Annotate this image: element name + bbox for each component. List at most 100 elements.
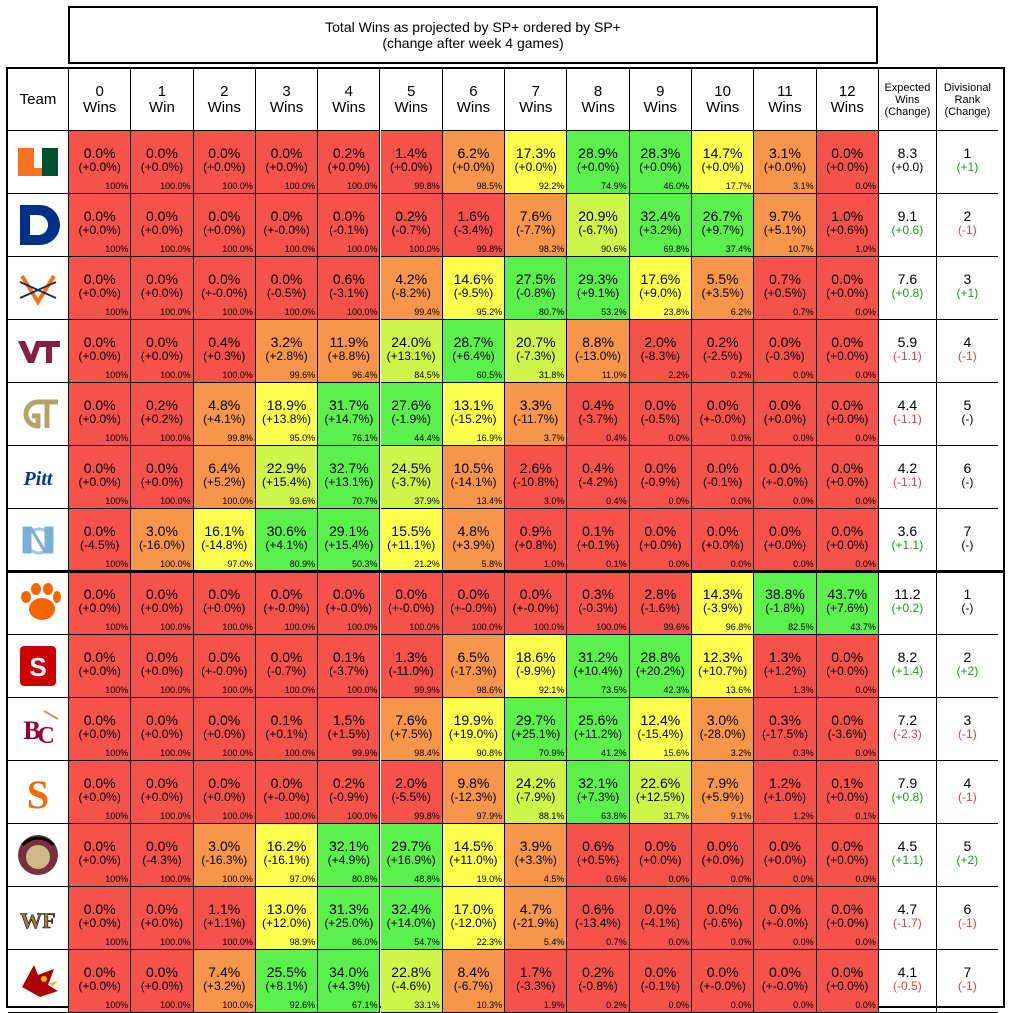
win-probability-change: (+5.9%) (701, 790, 744, 804)
cumulative-probability: 4.5% (543, 874, 565, 884)
win-prob-cell: 0.0% (-4.1%) 0.0% (629, 887, 692, 950)
win-prob-cell: 43.7% (+7.6%) 43.7% (816, 572, 879, 635)
win-probability: 0.0% (83, 586, 116, 602)
cumulative-probability: 5.4% (543, 937, 565, 947)
win-probability: 17.6% (640, 271, 681, 287)
win-prob-cell: 0.0% (+0.0%) 0.0% (816, 887, 879, 950)
win-probability-change: (-13.4%) (575, 916, 622, 930)
cumulative-probability: 69.8% (663, 244, 689, 254)
win-probability-change: (-0.5%) (266, 286, 307, 300)
win-prob-cell: 29.7% (+16.9%) 48.8% (380, 824, 443, 887)
win-prob-cell: 1.6% (-3.4%) 99.8% (442, 194, 506, 257)
win-probability: 0.0% (706, 964, 739, 980)
cumulative-probability: 0.2% (730, 370, 752, 380)
win-prob-cell: 12.4% (-15.4%) 15.6% (629, 698, 692, 761)
win-probability-change: (-14.1%) (450, 475, 497, 489)
expected-wins-change: (+0.6) (891, 223, 924, 237)
wf-logo: WF (20, 908, 56, 934)
win-prob-cell: 0.9% (+0.8%) 1.0% (505, 509, 568, 572)
win-prob-cell: 24.5% (-3.7%) 37.9% (380, 446, 443, 509)
cumulative-probability: 100.0% (284, 748, 316, 758)
win-probability-change: (-6.7%) (453, 979, 494, 993)
win-prob-cell: 1.7% (-3.3%) 1.9% (505, 950, 568, 1013)
win-probability-change: (+0.0%) (140, 790, 184, 804)
win-probability: 0.1% (831, 775, 864, 791)
win-probability-change: (+-0.0%) (761, 916, 809, 930)
win-prob-cell: 0.0% (+0.0%) 0.0% (816, 509, 879, 572)
cumulative-probability: 100.0% (222, 937, 253, 947)
cumulative-probability: 22.3% (476, 937, 503, 947)
win-probability: 8.4% (457, 964, 490, 980)
expected-wins-cell: 9.1 (+0.6) (878, 194, 937, 257)
win-prob-cell: 0.0% (+0.0%) 100% (69, 446, 132, 509)
cumulative-probability: 0.0% (730, 1000, 752, 1010)
divisional-rank-cell: 4 (-1) (936, 761, 998, 824)
cumulative-probability: 100.0% (222, 622, 253, 632)
win-probability-change: (-9.9%) (516, 664, 556, 678)
cumulative-probability: 0.0% (855, 433, 876, 443)
divisional-rank-cell: 5 (+2) (936, 824, 998, 887)
divisional-rank-change: (+1) (956, 286, 979, 300)
win-probability: 32.1% (328, 838, 369, 854)
win-prob-cell: 26.7% (+9.7%) 37.4% (692, 194, 755, 257)
win-probability: 2.6% (519, 460, 552, 476)
win-probability: 31.3% (328, 901, 369, 917)
win-prob-cell: 0.2% (-0.9%) 100.0% (318, 761, 381, 824)
expected-wins-change: (-1.1) (893, 349, 922, 363)
win-probability: 3.1% (768, 145, 801, 161)
expected-wins: 5.9 (897, 334, 918, 350)
header-wins-3: 3 Wins (255, 69, 319, 131)
win-prob-cell: 29.3% (+9.1%) 53.2% (567, 257, 630, 320)
win-prob-cell: 32.1% (+4.9%) 80.8% (318, 824, 381, 887)
win-prob-cell: 1.0% (+0.6%) 1.0% (816, 194, 879, 257)
win-probability-change: (+0.0%) (140, 475, 184, 489)
header-wins-11: 11 Wins (754, 69, 817, 131)
cumulative-probability: 0.0% (793, 433, 814, 443)
win-prob-cell: 0.0% (+0.0%) 100% (69, 194, 132, 257)
win-probability-change: (+0.0%) (826, 475, 869, 489)
win-probability: 0.6% (582, 901, 614, 917)
win-probability-change: (+3.2%) (639, 223, 682, 237)
win-probability-change: (+0.0%) (701, 853, 744, 867)
win-probability: 2.8% (644, 586, 677, 602)
divisional-rank-cell: 3 (-1) (936, 698, 998, 761)
win-probability: 4.8% (208, 397, 241, 413)
cumulative-probability: 100% (105, 622, 129, 632)
win-probability: 0.4% (208, 334, 241, 350)
win-prob-cell: 0.0% (+0.0%) 100.0% (131, 320, 194, 383)
cumulative-probability: 44.4% (414, 433, 440, 443)
divisional-rank-cell: 3 (+1) (936, 257, 998, 320)
win-probability: 0.0% (831, 460, 864, 476)
header-wins-number: 3 (282, 82, 291, 100)
cumulative-probability: 100.0% (160, 874, 191, 884)
win-prob-cell: 0.0% (+-0.0%) 0.0% (692, 383, 755, 446)
cumulative-probability: 80.9% (289, 559, 316, 569)
win-probability-change: (-4.6%) (391, 979, 431, 993)
win-probability: 1.6% (457, 208, 490, 224)
win-prob-cell: 7.4% (+3.2%) 100.0% (193, 950, 256, 1013)
win-prob-cell: 0.0% (-0.1%) 100.0% (318, 194, 381, 257)
win-probability-change: (+-0.0%) (699, 412, 746, 426)
cumulative-probability: 100.0% (346, 244, 378, 254)
win-probability-change: (+0.0%) (203, 223, 246, 237)
win-probability-change: (-0.7%) (266, 664, 307, 678)
win-prob-cell: 0.0% (+-0.0%) 0.0% (692, 950, 755, 1013)
win-probability-change: (-4.1%) (640, 916, 680, 930)
win-probability: 0.0% (706, 838, 739, 854)
win-probability-change: (-0.5%) (640, 412, 680, 426)
win-probability: 0.0% (145, 901, 178, 917)
win-prob-cell: 13.1% (-15.2%) 16.9% (442, 383, 506, 446)
win-probability-change: (+8.8%) (327, 349, 371, 363)
win-probability-change: (-28.0%) (699, 727, 746, 741)
svg-text:C: C (37, 723, 54, 749)
win-probability: 0.0% (208, 649, 241, 665)
win-probability-change: (+0.0%) (327, 160, 371, 174)
win-probability: 0.0% (706, 523, 739, 539)
win-probability-change: (+10.4%) (573, 664, 623, 678)
cumulative-probability: 100.0% (222, 874, 253, 884)
team-logo-cell (8, 383, 69, 446)
expected-wins-change: (+0.2) (891, 601, 924, 615)
win-prob-cell: 0.0% (+0.0%) 100% (69, 761, 132, 824)
cumulative-probability: 9.1% (730, 811, 752, 821)
cumulative-probability: 100.0% (346, 307, 378, 317)
